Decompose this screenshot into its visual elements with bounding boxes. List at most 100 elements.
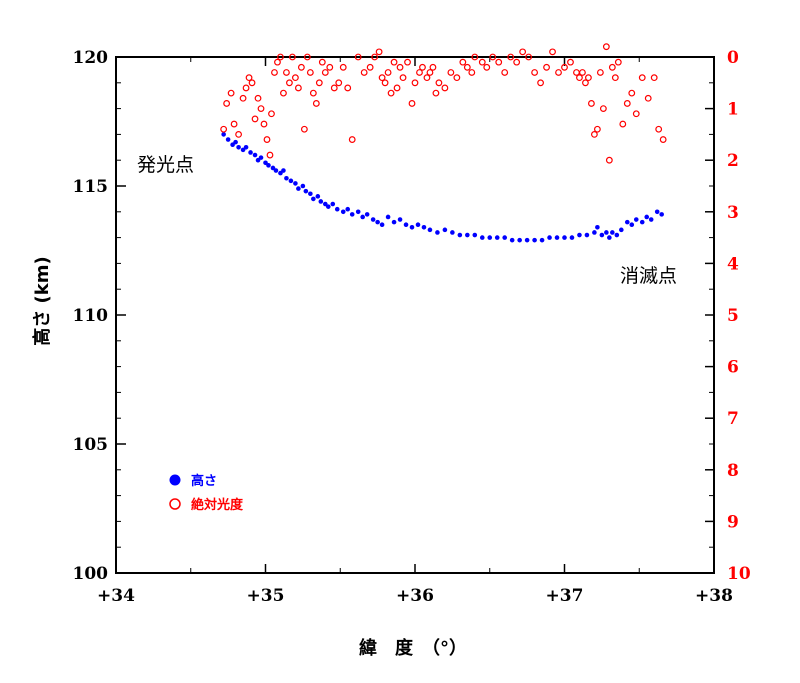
magnitude-point (416, 69, 423, 76)
height-point (592, 230, 597, 235)
magnitude-point (531, 69, 538, 76)
magnitude-point (242, 84, 250, 92)
magnitude-point (263, 136, 271, 143)
height-point (391, 219, 397, 225)
magnitude-point (309, 89, 317, 97)
y2-tick-label: 1 (727, 100, 739, 120)
magnitude-point (605, 156, 613, 164)
magnitude-point (292, 74, 299, 82)
y-tick-label: 100 (73, 564, 109, 584)
height-point (539, 237, 545, 243)
height-point (547, 235, 552, 240)
height-point (450, 230, 455, 235)
height-point (639, 219, 645, 225)
height-point (379, 222, 385, 227)
magnitude-point (588, 100, 595, 107)
height-point (629, 222, 635, 227)
magnitude-point (339, 63, 347, 71)
magnitude-point (561, 63, 568, 71)
legend-marker-height (169, 474, 181, 486)
height-point (403, 222, 409, 227)
magnitude-point (453, 74, 461, 82)
magnitude-point (623, 100, 631, 107)
height-point (562, 235, 567, 240)
magnitude-point (576, 74, 583, 82)
legend-marker-magnitude (169, 498, 181, 510)
height-point (415, 222, 421, 227)
magnitude-point (371, 53, 379, 61)
height-point (509, 237, 515, 243)
magnitude-point (632, 110, 640, 118)
y2-tick-label: 10 (727, 564, 751, 584)
legend-label-magnitude: 絶対光度 (190, 497, 244, 513)
plot-frame (115, 56, 715, 574)
magnitude-point (507, 53, 515, 61)
x-tick-label: +36 (396, 586, 434, 606)
magnitude-point (223, 100, 231, 107)
magnitude-point (366, 63, 374, 71)
magnitude-point (628, 89, 636, 97)
x-tick-label: +38 (695, 586, 733, 606)
magnitude-point (268, 110, 275, 118)
magnitude-point (447, 69, 455, 76)
magnitude-point (297, 63, 305, 71)
magnitude-point (501, 69, 509, 76)
height-point (610, 230, 615, 235)
height-point (252, 152, 258, 158)
magnitude-point (220, 125, 228, 133)
height-point (303, 188, 309, 194)
y2-tick-label: 4 (727, 254, 739, 274)
height-point (255, 157, 261, 163)
magnitude-point (321, 69, 329, 76)
magnitude-point (303, 53, 311, 61)
height-point (364, 212, 370, 217)
height-point (648, 217, 654, 222)
magnitude-point (257, 105, 265, 112)
height-point (479, 235, 485, 240)
height-point (375, 219, 380, 225)
y-tick-label: 105 (73, 435, 109, 455)
height-point (293, 181, 298, 186)
magnitude-point (335, 79, 343, 87)
height-point (472, 232, 478, 238)
height-point (334, 206, 340, 212)
magnitude-point (644, 94, 652, 102)
height-point (624, 219, 630, 225)
x-tick-label: +37 (546, 586, 584, 606)
magnitude-point (567, 58, 574, 66)
magnitude-point (294, 84, 302, 92)
magnitude-point (399, 74, 407, 82)
height-point (349, 212, 355, 217)
height-point (494, 235, 500, 240)
height-point (284, 175, 289, 181)
y2-tick-label: 6 (727, 358, 739, 378)
height-point (487, 235, 493, 240)
magnitude-point (419, 63, 426, 71)
y2-tick-label: 5 (727, 306, 739, 326)
x-tick-label: +34 (97, 586, 135, 606)
height-point (409, 224, 415, 230)
magnitude-point (582, 79, 589, 87)
magnitude-point (404, 58, 411, 66)
magnitude-point (393, 84, 401, 92)
height-point (243, 145, 249, 150)
magnitude-point (429, 63, 437, 71)
height-point (502, 235, 508, 240)
height-point (457, 232, 463, 238)
magnitude-point (579, 69, 586, 76)
height-point (266, 163, 271, 168)
height-point (435, 230, 440, 235)
magnitude-point (312, 100, 320, 107)
magnitude-point (384, 69, 392, 76)
magnitude-point (280, 89, 287, 97)
magnitude-point (483, 63, 491, 71)
magnitude-point (254, 94, 262, 102)
magnitude-point (300, 125, 308, 133)
magnitude-point (378, 74, 386, 82)
height-point (442, 227, 448, 233)
magnitude-point (248, 79, 256, 87)
magnitude-point (478, 58, 486, 66)
magnitude-point (555, 69, 562, 76)
legend: 高さ 絶対光度 (169, 473, 244, 513)
height-point (644, 214, 650, 220)
